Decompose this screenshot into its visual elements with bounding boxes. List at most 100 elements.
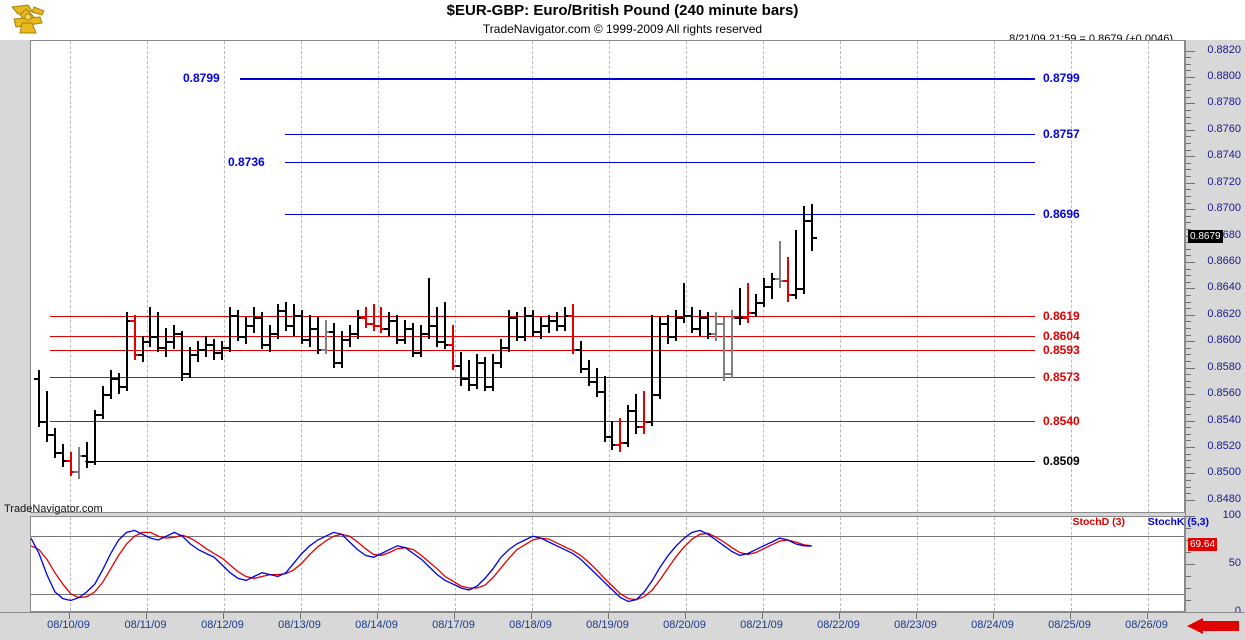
date-axis-tickmark — [838, 613, 840, 619]
price-axis-tickmark — [1186, 70, 1191, 72]
price-level-label-right: 0.8509 — [1043, 454, 1080, 469]
price-level-line[interactable] — [50, 420, 1035, 422]
vertical-gridline — [993, 517, 996, 611]
vertical-gridline — [762, 517, 765, 611]
date-axis-tickmark — [530, 613, 532, 619]
price-axis-tickmark — [1186, 493, 1191, 495]
stoch-d-legend: StochD (3) — [1072, 516, 1126, 528]
indicator-axis-tickmark — [1186, 516, 1191, 517]
price-level-label-left: 0.8799 — [183, 71, 220, 86]
price-axis-tickmark — [1186, 110, 1191, 112]
price-level-line[interactable] — [285, 133, 1035, 135]
price-axis-tickmark — [1186, 460, 1191, 462]
date-axis-tickmark — [453, 613, 455, 619]
price-axis-label: 0.8620 — [1207, 307, 1241, 320]
price-axis-tickmark — [1186, 189, 1191, 191]
price-level-line[interactable] — [85, 461, 1035, 463]
price-axis-tickmark — [1186, 308, 1191, 310]
price-level-label-right: 0.8696 — [1043, 207, 1080, 222]
date-axis-label: 08/25/09 — [1048, 619, 1091, 631]
vertical-gridline — [454, 517, 457, 611]
price-chart-pane[interactable] — [30, 40, 1185, 513]
price-axis-tickmark — [1186, 334, 1191, 336]
price-axis-tickmark — [1186, 433, 1191, 435]
price-axis-tickmark — [1186, 83, 1191, 85]
price-level-line[interactable] — [50, 335, 1035, 337]
indicator-axis-label: 50 — [1228, 557, 1241, 569]
date-axis-label: 08/12/09 — [201, 619, 244, 631]
indicator-axis-tickmark — [1186, 600, 1191, 601]
vertical-gridline — [608, 517, 611, 611]
date-axis-label: 08/19/09 — [586, 619, 629, 631]
price-level-line[interactable] — [50, 316, 1035, 318]
price-axis-tickmark — [1186, 63, 1191, 65]
stochastic-indicator-pane[interactable] — [30, 516, 1185, 612]
price-axis[interactable]: 0.8820 0.8800 0.8780 0.8760 0.8740 0.8720 0.87… — [1185, 40, 1245, 617]
price-level-line[interactable] — [285, 214, 1035, 216]
vertical-gridline — [146, 41, 149, 512]
vertical-gridline — [1070, 517, 1073, 611]
scroll-right-arrow-icon[interactable] — [1185, 618, 1239, 634]
price-level-line[interactable] — [50, 350, 1035, 352]
indicator-threshold-line — [31, 536, 1184, 538]
price-level-label-right: 0.8604 — [1043, 328, 1080, 343]
price-axis-tickmark — [1186, 361, 1191, 363]
indicator-axis-tickmark — [1186, 528, 1191, 529]
vertical-gridline — [377, 41, 380, 512]
date-axis-label: 08/11/09 — [124, 619, 167, 631]
price-axis-tickmark — [1186, 321, 1191, 323]
date-axis-label: 08/14/09 — [355, 619, 398, 631]
vertical-gridline — [1147, 517, 1150, 611]
price-axis-tickmark — [1186, 162, 1191, 164]
trade-navigator-sextant-logo — [11, 4, 45, 34]
date-axis-label: 08/20/09 — [663, 619, 706, 631]
vertical-gridline — [531, 41, 534, 512]
vertical-gridline — [454, 41, 457, 512]
price-level-label-right: 0.8540 — [1043, 413, 1080, 428]
indicator-axis-tickmark — [1186, 588, 1191, 589]
date-axis-label: 08/22/09 — [817, 619, 860, 631]
vertical-gridline — [993, 41, 996, 512]
price-axis-tickmark — [1186, 50, 1195, 52]
price-axis-tickmark — [1186, 136, 1191, 138]
vertical-gridline — [839, 41, 842, 512]
price-axis-tickmark — [1186, 446, 1195, 448]
price-axis-tickmark — [1186, 275, 1191, 277]
price-level-line[interactable] — [50, 376, 1035, 378]
price-axis-tickmark — [1186, 143, 1191, 145]
price-axis-tickmark — [1186, 182, 1195, 184]
pane-separator — [30, 513, 1185, 516]
price-level-line[interactable] — [240, 78, 1035, 81]
price-axis-tickmark — [1186, 499, 1195, 501]
price-axis-tickmark — [1186, 466, 1191, 468]
price-axis-tickmark — [1186, 76, 1195, 78]
price-axis-label: 0.8540 — [1207, 413, 1241, 426]
price-level-line[interactable] — [285, 161, 1035, 163]
price-axis-tickmark — [1186, 169, 1191, 171]
page-title: $EUR-GBP: Euro/British Pound (240 minute… — [446, 2, 799, 19]
price-axis-tickmark — [1186, 380, 1191, 382]
price-axis-tickmark — [1186, 129, 1195, 131]
date-axis-label: 08/23/09 — [894, 619, 937, 631]
date-axis-tickmark — [1146, 613, 1148, 619]
price-axis-tickmark — [1186, 453, 1191, 455]
vertical-gridline — [762, 41, 765, 512]
vertical-gridline — [300, 41, 303, 512]
date-axis-tickmark — [222, 613, 224, 619]
vertical-gridline — [146, 517, 149, 611]
current-price-badge: 0.8679 — [1188, 229, 1223, 243]
price-axis-label: 0.8520 — [1207, 439, 1241, 452]
price-axis-label: 0.8820 — [1207, 43, 1241, 56]
price-axis-label: 0.8560 — [1207, 387, 1241, 400]
price-axis-tickmark — [1186, 156, 1195, 158]
vertical-gridline — [377, 517, 380, 611]
price-axis-tickmark — [1186, 96, 1191, 98]
price-axis-tickmark — [1186, 222, 1191, 224]
date-axis[interactable]: 08/10/09 08/11/09 08/12/09 08/13/09 08/14/09… — [0, 612, 1245, 640]
vertical-gridline — [839, 517, 842, 611]
price-axis-tickmark — [1186, 215, 1191, 217]
vertical-gridline — [69, 41, 72, 512]
price-axis-tickmark — [1186, 440, 1191, 442]
price-axis-tickmark — [1186, 248, 1191, 250]
price-axis-tickmark — [1186, 149, 1191, 151]
